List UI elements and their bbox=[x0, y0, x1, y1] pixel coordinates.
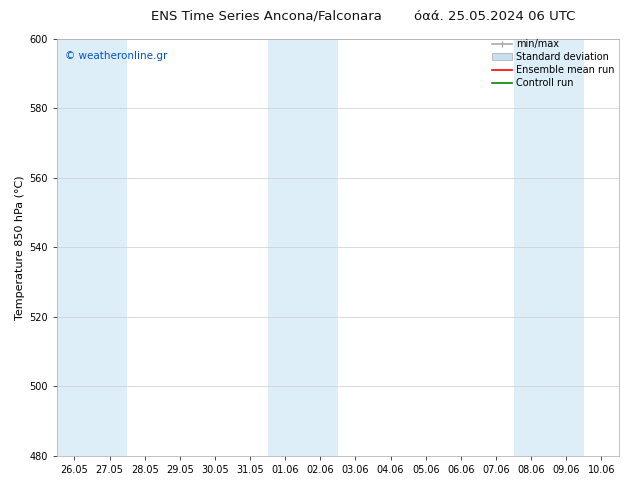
Text: © weatheronline.gr: © weatheronline.gr bbox=[65, 51, 167, 61]
Bar bbox=[57, 39, 92, 456]
Bar bbox=[268, 39, 303, 456]
Bar bbox=[514, 39, 549, 456]
Bar bbox=[549, 39, 584, 456]
Legend: min/max, Standard deviation, Ensemble mean run, Controll run: min/max, Standard deviation, Ensemble me… bbox=[493, 39, 614, 88]
Text: όαά. 25.05.2024 06 UTC: όαά. 25.05.2024 06 UTC bbox=[414, 10, 575, 23]
Bar bbox=[303, 39, 338, 456]
Y-axis label: Temperature 850 hPa (°C): Temperature 850 hPa (°C) bbox=[15, 175, 25, 319]
Bar bbox=[92, 39, 127, 456]
Text: ENS Time Series Ancona/Falconara: ENS Time Series Ancona/Falconara bbox=[151, 10, 382, 23]
